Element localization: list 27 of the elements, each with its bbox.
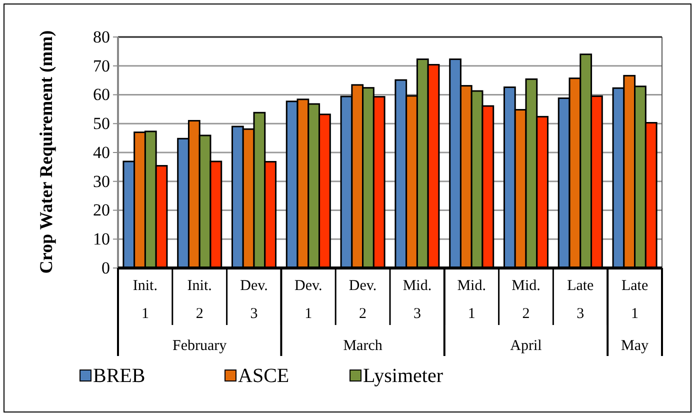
legend-label: BREB <box>93 365 146 387</box>
x-tick-label: Mid. 1 <box>457 278 486 322</box>
legend-label: Lysimeter <box>363 365 444 387</box>
text: May <box>621 338 650 354</box>
x-tick-label: Mid. 3 <box>402 278 432 322</box>
y-tick-label: 20 <box>93 200 110 220</box>
x-tick-label: Mid. 2 <box>512 278 540 322</box>
x-tick-label: Init. 2 <box>187 278 212 322</box>
text: April <box>510 338 542 354</box>
x-tick-label: Dev. 1 <box>294 278 322 322</box>
y-axis-title: Crop Water Requirement (mm) <box>36 30 56 274</box>
y-tick-label: 60 <box>93 85 110 104</box>
text: February <box>172 338 228 354</box>
y-tick-label: 30 <box>93 172 110 191</box>
y-tick-label: 0 <box>102 258 110 278</box>
x-tick-label: Late 3 <box>567 278 594 322</box>
y-tick-label: 40 <box>93 142 110 162</box>
legend-label: ASCE <box>238 365 290 387</box>
y-tick-label: 80 <box>93 27 110 46</box>
x-tick-label: Init. 1 <box>132 278 158 322</box>
x-tick-label: Dev. 2 <box>348 278 377 322</box>
text: March <box>343 338 383 354</box>
y-tick-label: 10 <box>93 230 110 249</box>
x-tick-label: Dev. 3 <box>240 278 268 322</box>
y-tick-label: 70 <box>93 56 110 76</box>
y-tick-label: 50 <box>93 114 110 134</box>
x-tick-label: Late 1 <box>621 278 648 322</box>
